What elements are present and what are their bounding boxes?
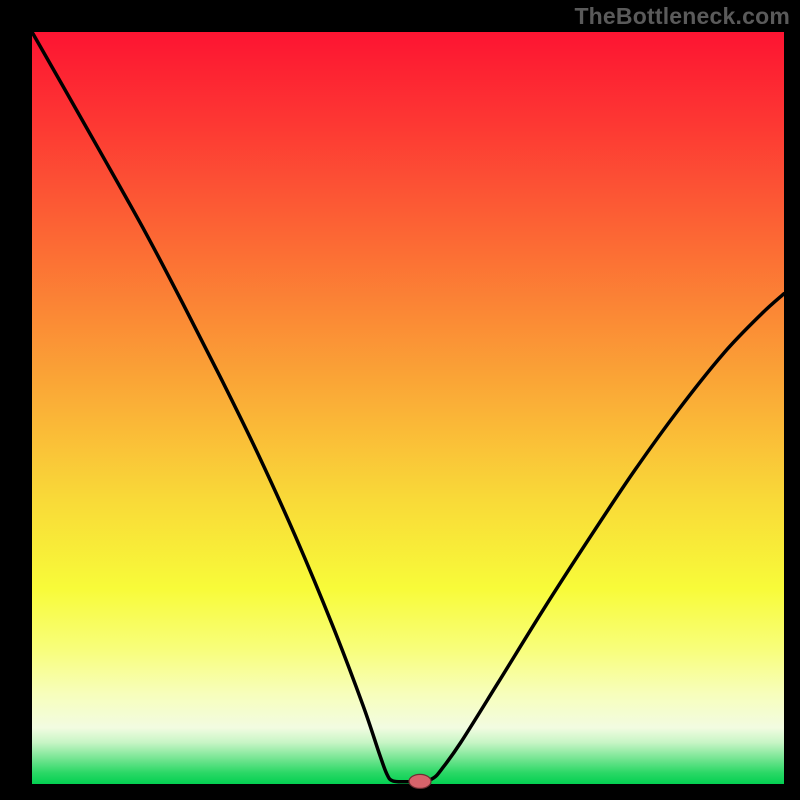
chart-container: TheBottleneck.com <box>0 0 800 800</box>
plot-area <box>32 32 784 784</box>
chart-svg <box>0 0 800 800</box>
watermark-text: TheBottleneck.com <box>574 3 790 30</box>
minimum-marker <box>409 774 431 788</box>
